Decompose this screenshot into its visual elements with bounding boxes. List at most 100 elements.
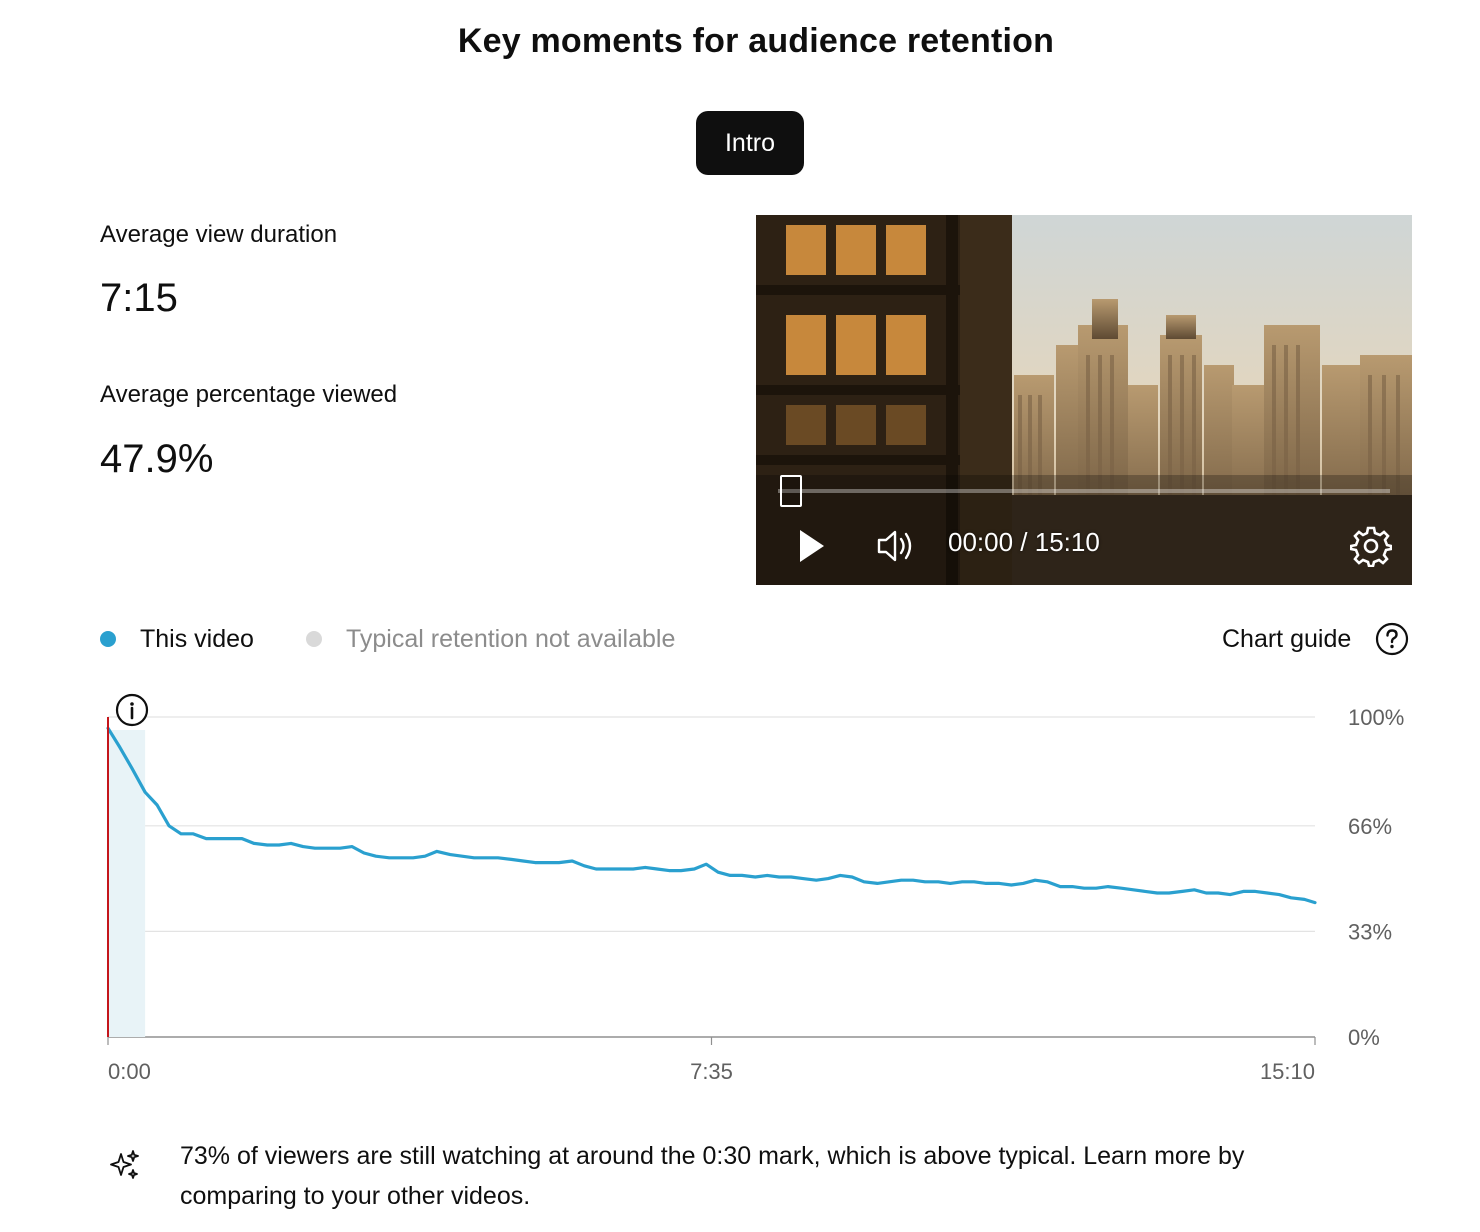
retention-point — [289, 842, 293, 845]
retention-point — [1059, 885, 1062, 888]
retention-point — [1228, 893, 1232, 896]
retention-point — [435, 850, 439, 853]
legend-typical: Typical retention not available — [346, 625, 676, 653]
info-icon[interactable] — [115, 693, 149, 727]
retention-point — [240, 837, 244, 840]
retention-point — [862, 880, 866, 883]
retention-line — [106, 726, 1317, 905]
retention-point — [571, 859, 574, 863]
retention-point — [1181, 890, 1184, 893]
retention-point — [1303, 898, 1306, 901]
retention-point — [1289, 896, 1293, 899]
retention-point — [1313, 901, 1317, 904]
retention-point — [460, 855, 464, 858]
legend-dot-this-video — [100, 631, 116, 647]
retention-point — [1132, 888, 1135, 891]
scrub-handle[interactable] — [780, 475, 802, 507]
retention-point — [1278, 893, 1281, 896]
retention-chart[interactable]: 100% 66% 33% 0% 0:00 7:35 15:10 — [0, 680, 1480, 1100]
retention-point — [594, 867, 598, 871]
retention-point — [179, 832, 183, 835]
retention-point — [888, 880, 891, 883]
retention-point — [1094, 887, 1098, 890]
retention-point — [827, 877, 830, 880]
retention-point — [961, 880, 964, 883]
retention-point — [557, 861, 561, 864]
y-tick-label: 33% — [1348, 919, 1392, 944]
retention-point — [705, 863, 708, 866]
retention-point — [644, 866, 647, 869]
retention-point — [667, 869, 671, 872]
retention-point — [1010, 883, 1013, 887]
retention-point — [533, 861, 537, 864]
retention-point — [327, 847, 330, 850]
retention-point — [789, 875, 793, 879]
avg-percentage-viewed-value: 47.9% — [100, 437, 214, 481]
retention-point — [1033, 879, 1037, 882]
video-thumbnail — [756, 215, 1412, 585]
retention-point — [1045, 880, 1049, 883]
retention-point — [740, 874, 744, 877]
retention-point — [1144, 890, 1147, 893]
x-tick-label: 7:35 — [690, 1059, 733, 1084]
retention-point — [143, 791, 147, 794]
retention-point — [839, 874, 842, 877]
retention-point — [399, 856, 403, 859]
retention-point — [900, 879, 903, 882]
retention-point — [313, 847, 317, 850]
retention-point — [510, 858, 513, 861]
retention-point — [766, 874, 769, 877]
settings-icon[interactable] — [1350, 525, 1392, 567]
retention-point — [362, 851, 366, 855]
retention-point — [1193, 888, 1196, 891]
retention-point — [815, 879, 818, 882]
retention-point — [301, 845, 305, 848]
retention-point — [374, 855, 378, 858]
retention-point — [191, 832, 195, 835]
retention-point — [522, 859, 525, 863]
video-player[interactable]: 00:00 / 15:10 — [756, 215, 1412, 585]
retention-point — [1217, 891, 1220, 895]
retention-point — [484, 856, 488, 859]
retention-point — [911, 879, 915, 882]
avg-percentage-viewed-label: Average percentage viewed — [100, 381, 398, 408]
retention-point — [618, 867, 622, 871]
retention-point — [167, 824, 171, 827]
retention-point — [716, 871, 720, 874]
retention-point — [655, 867, 659, 871]
retention-point — [472, 856, 476, 859]
retention-point — [216, 837, 220, 840]
retention-point — [545, 861, 549, 864]
retention-point — [496, 856, 500, 859]
retention-point — [266, 843, 269, 847]
time-readout: 00:00 / 15:10 — [948, 527, 1100, 557]
insight-text: 73% of viewers are still watching at aro… — [180, 1142, 1245, 1210]
sparkle-icon — [110, 1150, 139, 1179]
chart-guide-link[interactable]: Chart guide — [1222, 625, 1352, 653]
x-tick-label: 15:10 — [1260, 1059, 1315, 1084]
retention-point — [1106, 885, 1110, 888]
retention-point — [205, 837, 208, 840]
help-icon[interactable] — [1375, 622, 1409, 656]
retention-point — [1167, 891, 1171, 895]
legend-dot-typical — [306, 631, 322, 647]
avg-view-duration-label: Average view duration — [100, 221, 338, 248]
segment-chip-intro[interactable]: Intro — [696, 111, 804, 175]
retention-point — [583, 864, 586, 867]
legend-this-video: This video — [140, 625, 254, 653]
x-tick-label: 0:00 — [108, 1059, 151, 1084]
retention-point — [754, 875, 757, 879]
play-icon[interactable] — [798, 529, 826, 563]
retention-point — [388, 856, 391, 859]
retention-point — [1266, 891, 1269, 895]
volume-icon[interactable] — [876, 529, 916, 563]
retention-point — [1071, 885, 1074, 888]
page-title: Key moments for audience retention — [457, 22, 1055, 60]
retention-point — [228, 837, 232, 840]
y-tick-label: 100% — [1348, 705, 1404, 730]
avg-view-duration-value: 7:15 — [100, 276, 178, 320]
retention-point — [423, 855, 427, 858]
retention-point — [1254, 890, 1257, 893]
progress-track[interactable] — [778, 489, 1390, 493]
retention-point — [984, 882, 988, 885]
